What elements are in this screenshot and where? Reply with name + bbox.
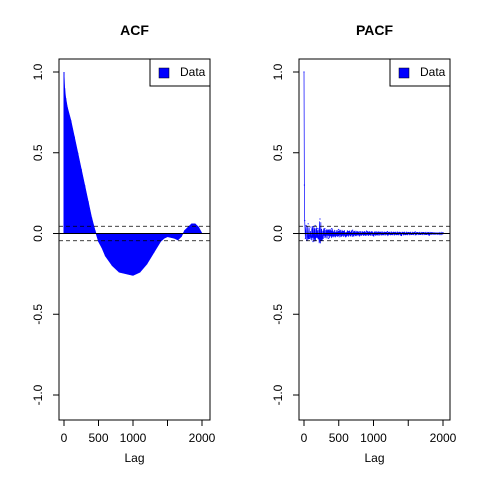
- pacf-x-axis-label: Lag: [364, 451, 384, 465]
- acf-y-tick-label: -0.5: [31, 304, 45, 325]
- acf-x-tick-label: 1000: [120, 431, 147, 445]
- pacf-title: PACF: [356, 22, 394, 38]
- pacf-data-point: [372, 235, 375, 237]
- pacf-y-tick-label: 0.0: [271, 225, 285, 242]
- acf-y-axis: -1.0 -0.5 0.0 0.5 1.0: [31, 63, 60, 405]
- pacf-data-point: [303, 71, 305, 73]
- pacf-data-point: [319, 218, 321, 220]
- pacf-legend-label: Data: [420, 65, 446, 79]
- pacf-data-point: [308, 237, 311, 239]
- pacf-x-axis: 0 500 1000 2000: [301, 419, 457, 445]
- pacf-y-tick-label: 1.0: [271, 63, 285, 80]
- acf-y-tick-label: 1.0: [31, 63, 45, 80]
- acf-y-tick-label: -1.0: [31, 384, 45, 405]
- pacf-data-point: [314, 224, 316, 227]
- pacf-x-tick-label: 1000: [360, 431, 387, 445]
- pacf-legend: Data: [389, 58, 451, 87]
- acf-title: ACF: [120, 22, 149, 38]
- pacf-y-tick-label: 0.5: [271, 144, 285, 161]
- acf-legend-label: Data: [180, 65, 206, 79]
- acf-x-tick-label: 0: [61, 431, 68, 445]
- acf-y-tick-label: 0.5: [31, 144, 45, 161]
- pacf-data-point: [310, 226, 312, 228]
- pacf-data-point: [334, 236, 336, 238]
- pacf-data-point: [400, 234, 402, 237]
- pacf-y-tick-label: -0.5: [271, 304, 285, 325]
- pacf-data-point: [305, 224, 307, 227]
- acf-legend: Data: [149, 58, 211, 87]
- pacf-data-point: [442, 232, 444, 234]
- pacf-legend-swatch: [398, 67, 410, 79]
- pacf-data-point: [386, 230, 388, 233]
- pacf-data-point: [365, 230, 368, 232]
- pacf-panel: PACF Lag 0 500 1000 2000 -1.0 -0.5 0.0 0.5 1.0 Da…: [271, 22, 456, 465]
- pacf-data-point: [304, 219, 306, 222]
- pacf-data-point: [303, 184, 305, 186]
- acf-y-tick-label: 0.0: [31, 225, 45, 242]
- pacf-data-point: [359, 235, 361, 237]
- acf-panel: ACF Lag 0 500 1000 2000 -1.0 -0.5 0.0 0.5 1.0 Dat…: [31, 22, 215, 465]
- pacf-data-point: [327, 237, 329, 239]
- acf-data-marks: [63, 71, 203, 276]
- acf-legend-swatch: [158, 67, 170, 79]
- acf-x-tick-label: 2000: [189, 431, 216, 445]
- pacf-y-axis: -1.0 -0.5 0.0 0.5 1.0: [271, 63, 300, 405]
- pacf-data-point: [324, 228, 326, 230]
- pacf-data-point: [312, 240, 314, 243]
- pacf-x-tick-label: 500: [329, 431, 349, 445]
- pacf-data-point: [428, 234, 430, 236]
- acf-x-tick-label: 500: [88, 431, 108, 445]
- pacf-data-point: [317, 228, 319, 230]
- acf-x-axis: 0 500 1000 2000: [61, 419, 216, 445]
- pacf-data-point: [321, 239, 323, 241]
- pacf-data-point: [304, 237, 306, 239]
- pacf-x-tick-label: 2000: [430, 431, 457, 445]
- pacf-data-point: [331, 228, 333, 230]
- acf-x-axis-label: Lag: [124, 451, 144, 465]
- pacf-y-tick-label: -1.0: [271, 384, 285, 405]
- pacf-data-point: [307, 223, 309, 225]
- pacf-x-tick-label: 0: [301, 431, 308, 445]
- pacf-data-point: [338, 228, 340, 231]
- pacf-data-point: [306, 239, 308, 241]
- pacf-data-point: [352, 229, 354, 231]
- pacf-data-point: [414, 231, 416, 233]
- pacf-data-point: [345, 236, 347, 238]
